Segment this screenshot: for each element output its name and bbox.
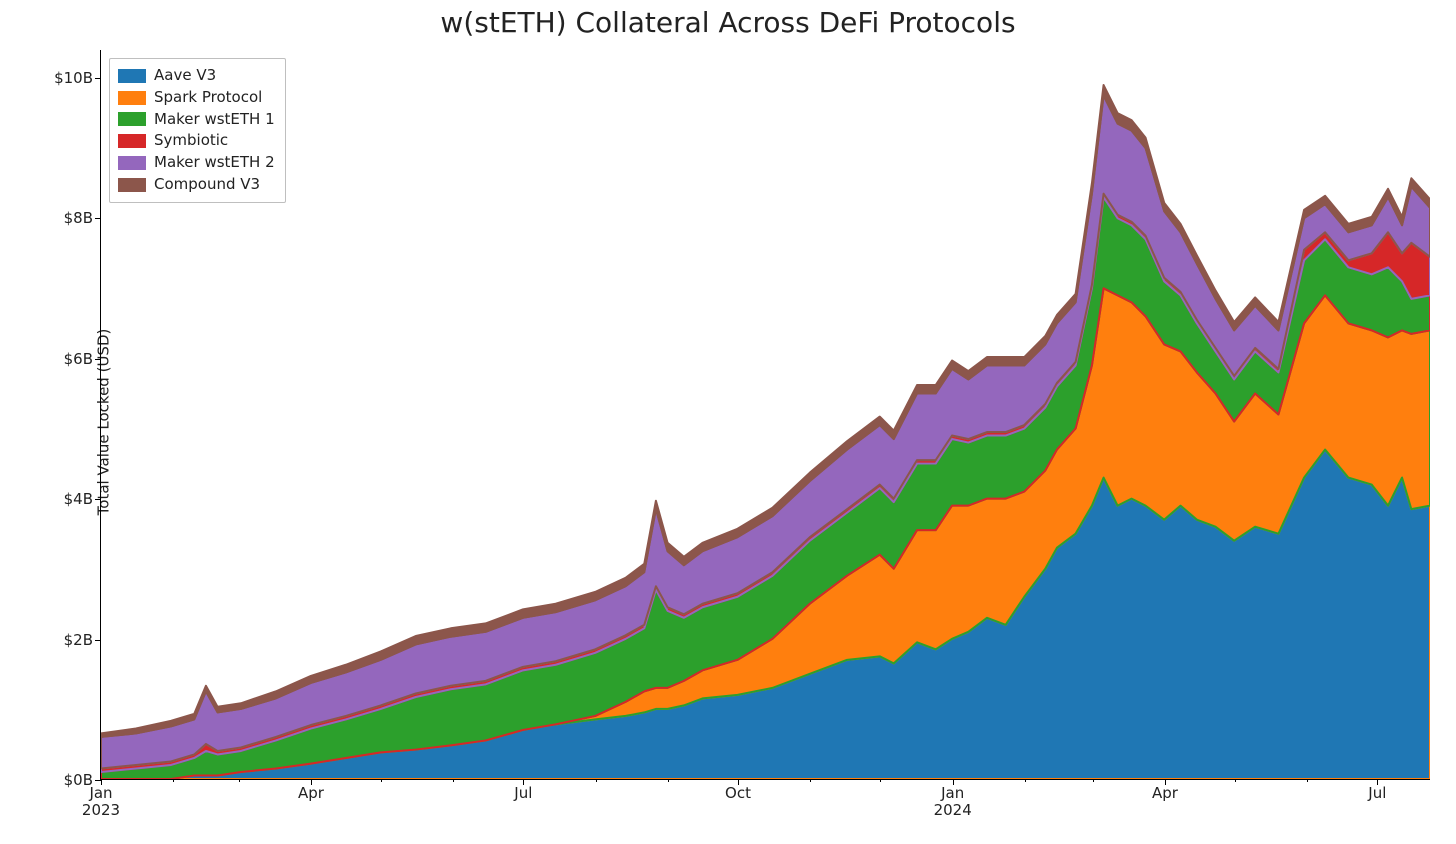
- x-tick-label: Jul: [1368, 779, 1386, 802]
- x-tick-minor: [596, 779, 597, 782]
- x-tick-minor: [1307, 779, 1308, 782]
- stacked-area-svg: [101, 50, 1430, 779]
- legend-label: Maker wstETH 1: [154, 109, 275, 131]
- x-tick-label: Apr: [298, 779, 324, 802]
- x-tick-minor: [810, 779, 811, 782]
- legend-swatch: [118, 156, 146, 170]
- legend-item: Compound V3: [118, 174, 275, 196]
- x-tick-label: Apr: [1152, 779, 1178, 802]
- y-tick-label: $4B: [64, 490, 101, 508]
- legend-label: Spark Protocol: [154, 87, 262, 109]
- y-tick-label: $8B: [64, 209, 101, 227]
- y-tick-label: $2B: [64, 631, 101, 649]
- legend-swatch: [118, 178, 146, 192]
- legend-item: Aave V3: [118, 65, 275, 87]
- legend-swatch: [118, 69, 146, 83]
- legend-swatch: [118, 134, 146, 148]
- x-tick-minor: [173, 779, 174, 782]
- x-tick-minor: [1025, 779, 1026, 782]
- chart-container: w(stETH) Collateral Across DeFi Protocol…: [0, 0, 1456, 844]
- x-tick-label: Jan2024: [934, 779, 972, 820]
- legend-item: Symbiotic: [118, 130, 275, 152]
- legend-item: Maker wstETH 2: [118, 152, 275, 174]
- legend: Aave V3Spark ProtocolMaker wstETH 1Symbi…: [109, 58, 286, 203]
- x-tick-minor: [381, 779, 382, 782]
- x-tick-label: Jan2023: [82, 779, 120, 820]
- x-tick-minor: [668, 779, 669, 782]
- legend-label: Aave V3: [154, 65, 216, 87]
- y-tick-label: $10B: [54, 69, 101, 87]
- x-tick-minor: [239, 779, 240, 782]
- x-tick-minor: [880, 779, 881, 782]
- legend-label: Symbiotic: [154, 130, 228, 152]
- legend-swatch: [118, 112, 146, 126]
- legend-label: Compound V3: [154, 174, 260, 196]
- x-tick-minor: [1235, 779, 1236, 782]
- legend-item: Maker wstETH 1: [118, 109, 275, 131]
- legend-label: Maker wstETH 2: [154, 152, 275, 174]
- legend-item: Spark Protocol: [118, 87, 275, 109]
- x-tick-minor: [1093, 779, 1094, 782]
- legend-swatch: [118, 91, 146, 105]
- x-tick-label: Oct: [725, 779, 751, 802]
- plot-area: Aave V3Spark ProtocolMaker wstETH 1Symbi…: [100, 50, 1430, 780]
- chart-title: w(stETH) Collateral Across DeFi Protocol…: [0, 6, 1456, 39]
- y-tick-label: $6B: [64, 350, 101, 368]
- x-tick-label: Jul: [514, 779, 532, 802]
- x-tick-minor: [453, 779, 454, 782]
